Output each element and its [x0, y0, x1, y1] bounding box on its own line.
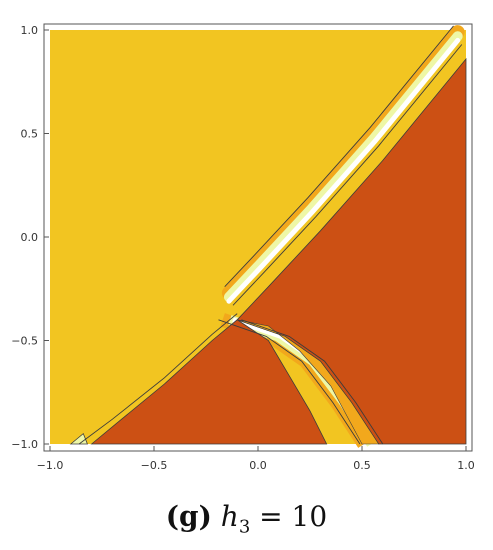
x-tick-label: 0.5	[353, 459, 371, 472]
y-tick-label: −0.5	[11, 335, 38, 348]
x-tick-label: −1.0	[37, 459, 64, 472]
y-tick-label: −1.0	[11, 438, 38, 451]
caption-equals: =	[250, 500, 292, 533]
upper-band-white-core	[226, 37, 461, 304]
contour-line-lower-a	[218, 319, 361, 445]
contour-line-lower-left	[78, 313, 238, 445]
contour-line-lower-b	[241, 319, 384, 445]
y-tick-label: 1.0	[21, 24, 39, 37]
contour-line-upper-inner	[232, 44, 463, 306]
caption-variable: h	[220, 500, 239, 533]
caption-value: 10	[291, 500, 328, 533]
branch-strip	[237, 319, 380, 445]
y-tick-label: 0.5	[21, 128, 39, 141]
caption-subscript: 3	[238, 516, 251, 538]
x-tick-label: 1.0	[457, 459, 475, 472]
caption-tag: (g)	[165, 500, 212, 533]
upper-band-pale	[223, 31, 463, 302]
axis-ticks: −1.0 −0.5 0.0 0.5 1.0 1.0 0.5 0.0 −0.5 −1.0	[11, 24, 474, 472]
x-tick-label: 0.0	[249, 459, 267, 472]
figure-caption: (g) h3 = 10	[0, 500, 493, 538]
x-tick-label: −0.5	[141, 459, 168, 472]
y-tick-label: 0.0	[21, 231, 39, 244]
lower-left-wedge	[90, 319, 328, 445]
contour-regions	[90, 57, 467, 445]
contour-lines	[78, 25, 463, 445]
contour-line-upper-outer	[224, 25, 454, 288]
